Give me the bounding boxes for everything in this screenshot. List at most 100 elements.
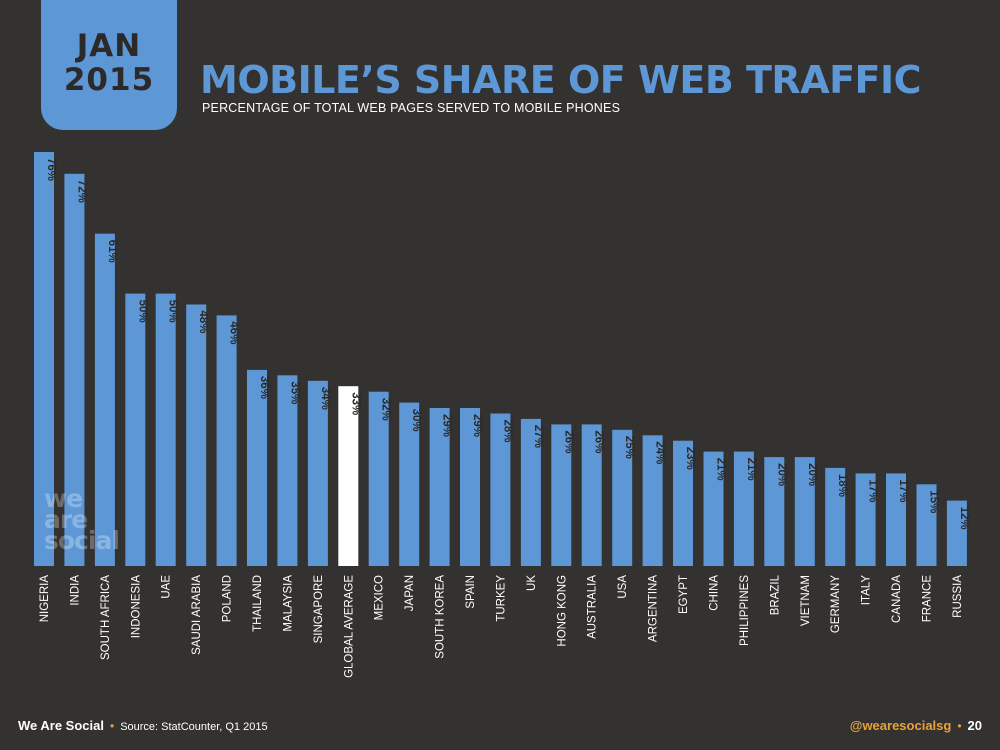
- chart-subtitle: PERCENTAGE OF TOTAL WEB PAGES SERVED TO …: [202, 101, 621, 115]
- value-label-south-africa: 61%: [106, 240, 118, 263]
- value-label-turkey: 28%: [501, 420, 513, 443]
- category-label-egypt: EGYPT: [678, 575, 690, 614]
- bar-vietnam: [794, 457, 815, 566]
- category-label-poland: POLAND: [222, 575, 234, 622]
- bar-france: [916, 484, 937, 566]
- bar-germany: [825, 467, 846, 566]
- category-label-uk: UK: [526, 575, 538, 591]
- value-label-global-average: 33%: [349, 392, 361, 415]
- bar-japan: [399, 402, 420, 566]
- footer-source: We Are Social • Source: StatCounter, Q1 20…: [18, 718, 268, 733]
- category-label-japan: JAPAN: [404, 575, 416, 611]
- category-label-russia: RUSSIA: [952, 575, 964, 618]
- bar-chart: 76% NIGERIA 72% INDIA 61% SOUTH AFRICA 50% INDO…: [34, 152, 967, 678]
- value-label-mexico: 32%: [380, 398, 392, 421]
- bar-hong-kong: [551, 424, 572, 566]
- bar-uae: [155, 293, 176, 566]
- category-label-philippines: PHILIPPINES: [739, 575, 751, 646]
- footer-separator-right: •: [957, 719, 962, 733]
- footer-separator: •: [109, 719, 115, 733]
- category-label-uae: UAE: [161, 575, 173, 599]
- bar-saudi-arabia: [186, 304, 207, 566]
- bar-china: [703, 451, 724, 566]
- bar-poland: [216, 315, 237, 566]
- value-label-nigeria: 76%: [45, 158, 57, 181]
- bar-thailand: [247, 369, 267, 566]
- value-label-italy: 17%: [867, 479, 879, 502]
- value-label-japan: 30%: [410, 409, 422, 432]
- date-badge: JAN 2015: [41, 0, 177, 130]
- date-month: JAN: [76, 28, 142, 64]
- value-label-egypt: 23%: [684, 447, 696, 470]
- category-label-nigeria: NIGERIA: [39, 575, 51, 623]
- bar-singapore: [307, 380, 328, 566]
- bar-south-africa: [94, 233, 115, 566]
- bar-india: [64, 173, 85, 567]
- footer-brand: We Are Social: [18, 718, 104, 733]
- bar-malaysia: [277, 375, 298, 566]
- watermark-line-3: social: [44, 526, 120, 555]
- category-label-singapore: SINGAPORE: [313, 575, 325, 644]
- bar-usa: [612, 429, 633, 566]
- bar-argentina: [642, 435, 663, 566]
- category-label-south-africa: SOUTH AFRICA: [100, 575, 112, 660]
- category-label-spain: SPAIN: [465, 575, 477, 609]
- category-label-italy: ITALY: [861, 575, 873, 606]
- bar-south-korea: [429, 408, 450, 566]
- value-label-canada: 17%: [897, 479, 909, 502]
- category-label-vietnam: VIETNAM: [800, 575, 812, 626]
- value-label-uae: 50%: [167, 300, 179, 323]
- bar-italy: [855, 473, 876, 566]
- value-label-saudi-arabia: 48%: [197, 311, 209, 334]
- footer-source-text: Source: StatCounter, Q1 2015: [120, 721, 268, 733]
- category-label-global-average: GLOBAL AVERAGE: [343, 575, 355, 678]
- category-label-south-korea: SOUTH KOREA: [435, 575, 447, 659]
- value-label-indonesia: 50%: [136, 300, 148, 323]
- category-label-argentina: ARGENTINA: [648, 575, 660, 642]
- category-label-usa: USA: [617, 575, 629, 599]
- bar-brazil: [764, 457, 785, 566]
- watermark-line-2: are: [44, 505, 88, 534]
- bar-australia: [581, 424, 602, 566]
- category-label-brazil: BRAZIL: [769, 574, 781, 615]
- bar-uk: [520, 418, 541, 566]
- bar-spain: [460, 408, 480, 566]
- value-label-uk: 27%: [532, 425, 544, 448]
- value-label-france: 15%: [928, 490, 940, 513]
- bar-turkey: [490, 413, 511, 566]
- category-label-thailand: THAILAND: [252, 575, 264, 632]
- bar-egypt: [673, 440, 693, 566]
- bar-canada: [886, 473, 906, 566]
- watermark-line-1: we: [44, 484, 83, 513]
- date-year: 2015: [63, 62, 155, 98]
- value-label-vietnam: 20%: [806, 463, 818, 486]
- category-label-india: INDIA: [69, 575, 81, 606]
- category-label-australia: AUSTRALIA: [587, 575, 599, 639]
- value-label-australia: 26%: [593, 430, 605, 453]
- category-label-germany: GERMANY: [830, 575, 842, 633]
- value-label-thailand: 36%: [258, 376, 270, 399]
- value-label-germany: 18%: [836, 474, 848, 497]
- category-label-turkey: TURKEY: [495, 575, 507, 622]
- category-label-france: FRANCE: [922, 575, 934, 623]
- value-label-india: 72%: [75, 180, 87, 203]
- bar-indonesia: [125, 293, 146, 566]
- value-label-poland: 46%: [228, 321, 240, 344]
- category-label-saudi-arabia: SAUDI ARABIA: [191, 575, 203, 655]
- value-label-philippines: 21%: [745, 458, 757, 481]
- social-handle: @wearesocialsg: [849, 718, 952, 733]
- value-label-usa: 25%: [623, 436, 635, 459]
- chart-title: MOBILE’S SHARE OF WEB TRAFFIC: [200, 58, 922, 102]
- value-label-malaysia: 35%: [288, 381, 300, 404]
- bar-russia: [946, 500, 967, 566]
- bar-global-average: [338, 386, 359, 566]
- category-label-mexico: MEXICO: [374, 575, 386, 620]
- value-label-south-korea: 29%: [441, 414, 453, 437]
- category-label-china: CHINA: [709, 575, 721, 611]
- value-label-spain: 29%: [471, 414, 483, 437]
- value-label-argentina: 24%: [654, 441, 666, 464]
- category-label-canada: CANADA: [891, 575, 903, 623]
- we-are-social-watermark-logo: we are social: [44, 484, 120, 555]
- category-label-malaysia: MALAYSIA: [282, 575, 294, 632]
- bar-philippines: [733, 451, 754, 566]
